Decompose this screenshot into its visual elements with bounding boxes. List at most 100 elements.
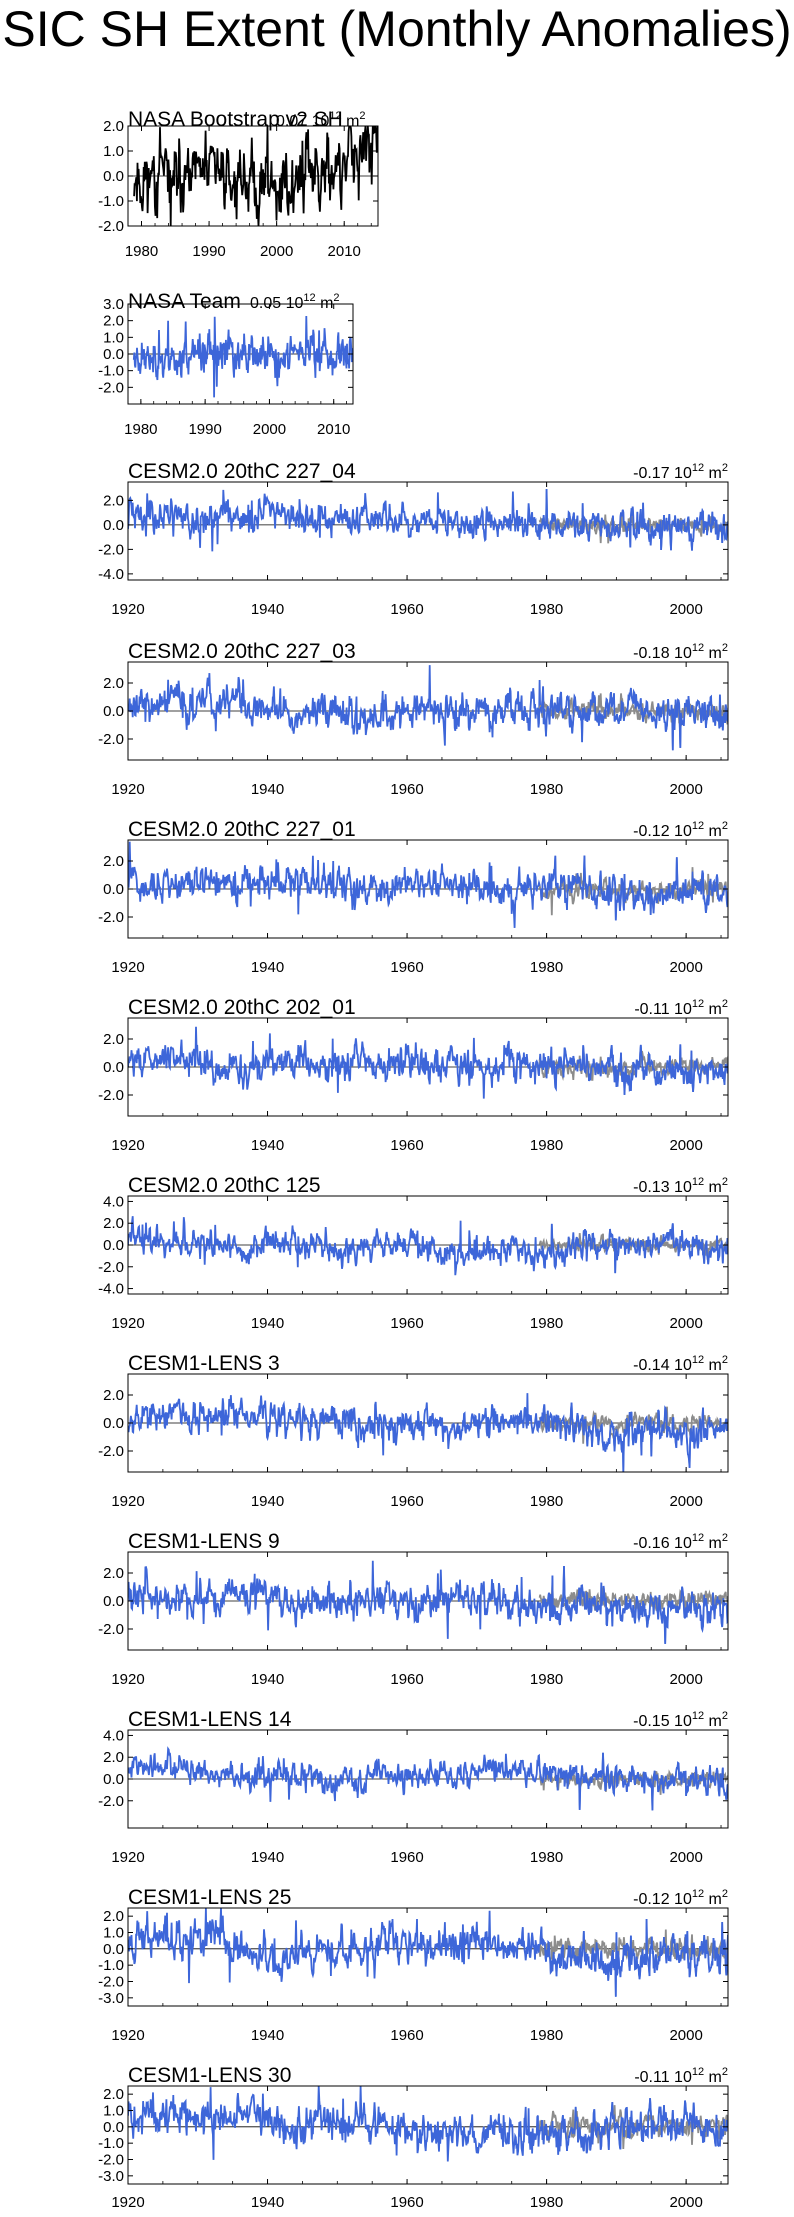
y-tick-label: 2.0 [103, 313, 124, 330]
x-tick-label: 2010 [317, 421, 350, 438]
y-tick-label: 2.0 [103, 1031, 124, 1048]
y-tick-label: 2.0 [103, 1749, 124, 1766]
chart-panel-10: CESM1-LENS 14 -0.15 1012 m2 4.0 2.0 0.0 -2.0 1… [98, 1708, 729, 1866]
chart-panel-8: CESM1-LENS 3 -0.14 1012 m2 2.0 0.0 -2.0 1920 1… [98, 1352, 729, 1510]
x-tick-label: 1980 [530, 1849, 563, 1866]
x-tick-label: 1960 [390, 781, 423, 798]
panel-title: NASA Bootstrap v2 SH [128, 108, 343, 131]
x-tick-label: 1990 [192, 243, 225, 260]
y-tick-label: -2.0 [98, 218, 124, 235]
y-tick-label: 0.0 [103, 517, 124, 534]
y-tick-label: -1.0 [98, 363, 124, 380]
series-line-model-late [539, 1565, 728, 1644]
y-tick-label: 0.0 [103, 1771, 124, 1788]
trend-label: 0.05 1012 m2 [250, 292, 340, 312]
x-tick-label: 1940 [251, 1137, 284, 1154]
y-tick-label: -2.0 [98, 909, 124, 926]
x-tick-label: 2000 [260, 243, 293, 260]
panel-title: CESM2.0 20thC 227_03 [128, 640, 356, 663]
x-tick-label: 1940 [251, 2194, 284, 2211]
chart-panel-1: NASA Bootstrap v2 SH0.07 1012 m2 2.0 1.0 0.… [98, 108, 379, 260]
y-tick-label: -3.0 [98, 2168, 124, 2185]
y-tick-label: 2.0 [103, 1387, 124, 1404]
plot-frame [127, 2085, 729, 2185]
y-tick-label: 0.0 [103, 346, 124, 363]
x-tick-label: 1980 [530, 2194, 563, 2211]
y-tick-label: -2.0 [98, 1793, 124, 1810]
y-tick-label: 2.0 [103, 1215, 124, 1232]
y-tick-label: -4.0 [98, 566, 124, 583]
x-tick-label: 1980 [530, 1493, 563, 1510]
series-line-observed-overlay [538, 693, 728, 727]
x-tick-label: 1940 [251, 1671, 284, 1688]
y-tick-label: 2.0 [103, 2086, 124, 2103]
x-tick-label: 1960 [390, 1849, 423, 1866]
trend-label: -0.17 1012 m2 [633, 462, 728, 482]
x-tick-label: 1980 [530, 1137, 563, 1154]
series-line-model-late [539, 1752, 728, 1811]
y-tick-label: 0.0 [103, 1593, 124, 1610]
x-tick-label: 1960 [390, 1137, 423, 1154]
x-tick-label: 1980 [530, 959, 563, 976]
trend-label: -0.11 1012 m2 [634, 998, 728, 1018]
y-tick-label: -1.0 [98, 2135, 124, 2152]
x-tick-label: 1960 [390, 2027, 423, 2044]
x-tick-label: 1920 [111, 2027, 144, 2044]
y-tick-label: 0.0 [103, 168, 124, 185]
x-tick-label: 1940 [251, 781, 284, 798]
panel-title: CESM2.0 20thC 125 [128, 1174, 321, 1197]
x-tick-label: 1980 [125, 243, 158, 260]
series-line-model-late [539, 488, 728, 551]
trend-label: -0.12 1012 m2 [633, 1888, 728, 1908]
plot-frame [127, 481, 729, 581]
y-tick-label: 0.0 [103, 1237, 124, 1254]
panel-title: CESM1-LENS 30 [128, 2064, 291, 2087]
x-tick-label: 1960 [390, 1315, 423, 1332]
trend-label: -0.12 1012 m2 [633, 820, 728, 840]
x-tick-label: 1990 [188, 421, 221, 438]
series-line-model-late [539, 2098, 728, 2155]
x-tick-label: 1940 [251, 2027, 284, 2044]
panel-title: NASA Team [128, 290, 241, 313]
y-tick-label: -2.0 [98, 1974, 124, 1991]
y-tick-label: 0.0 [103, 1941, 124, 1958]
chart-panel-5: CESM2.0 20thC 227_01 -0.12 1012 m2 2.0 0.0 -… [98, 818, 729, 976]
x-tick-label: 1960 [390, 2194, 423, 2211]
series-line-model-late [539, 1223, 728, 1274]
panel-title: CESM1-LENS 9 [128, 1530, 280, 1553]
x-tick-label: 1960 [390, 1493, 423, 1510]
y-tick-label: 2.0 [103, 675, 124, 692]
y-tick-label: 2.0 [103, 492, 124, 509]
y-tick-label: 3.0 [103, 296, 124, 313]
series-line-model-late [539, 1402, 728, 1472]
panel-title: CESM2.0 20thC 227_04 [128, 460, 356, 483]
x-tick-label: 1960 [390, 601, 423, 618]
x-tick-label: 1940 [251, 601, 284, 618]
y-tick-label: 2.0 [103, 853, 124, 870]
y-tick-label: -2.0 [98, 1087, 124, 1104]
y-tick-label: 1.0 [103, 143, 124, 160]
y-tick-label: 1.0 [103, 329, 124, 346]
x-tick-label: 2000 [669, 1849, 702, 1866]
plot-frame [127, 1907, 729, 2007]
x-tick-label: 1920 [111, 1493, 144, 1510]
y-tick-label: -2.0 [98, 379, 124, 396]
x-tick-label: 1960 [390, 1671, 423, 1688]
x-tick-label: 1960 [390, 959, 423, 976]
y-tick-label: -1.0 [98, 1957, 124, 1974]
x-tick-label: 2000 [669, 2027, 702, 2044]
series-line-observed [133, 126, 378, 226]
x-tick-label: 1980 [530, 2027, 563, 2044]
y-tick-label: -4.0 [98, 1281, 124, 1298]
x-tick-label: 1980 [530, 1671, 563, 1688]
y-tick-label: -2.0 [98, 1259, 124, 1276]
trend-label: -0.14 1012 m2 [633, 1354, 728, 1374]
y-tick-label: 1.0 [103, 2103, 124, 2120]
x-tick-label: 1920 [111, 1671, 144, 1688]
y-tick-label: -2.0 [98, 1443, 124, 1460]
chart-panel-12: CESM1-LENS 30 -0.11 1012 m22.01.00.0-1.0-… [98, 2064, 729, 2211]
y-tick-label: 0.0 [103, 703, 124, 720]
y-tick-label: 0.0 [103, 2119, 124, 2136]
x-tick-label: 1920 [111, 1315, 144, 1332]
panel-title: CESM2.0 20thC 202_01 [128, 996, 356, 1019]
